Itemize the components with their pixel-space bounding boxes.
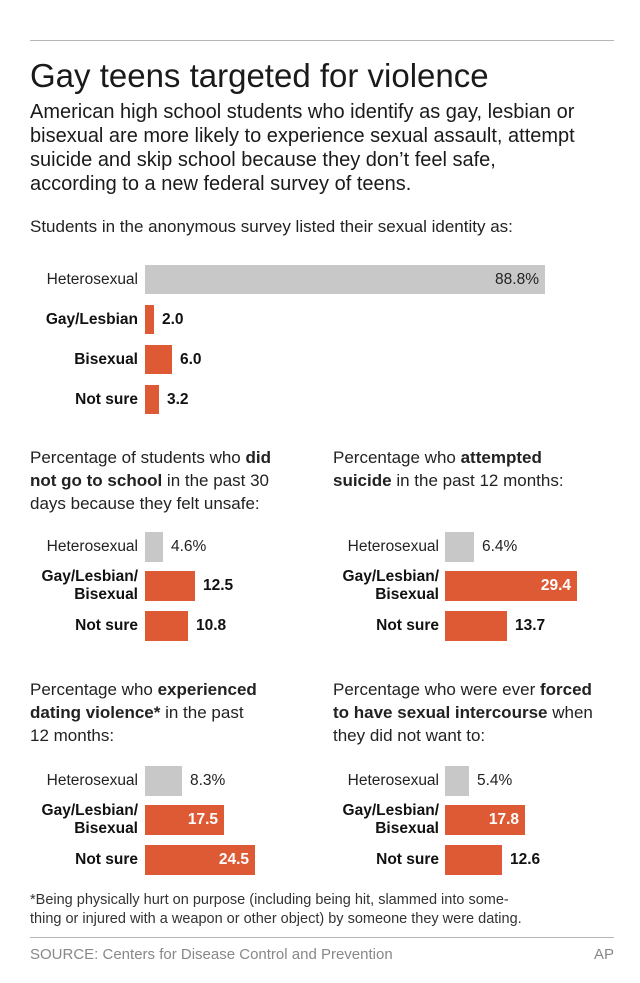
value-label: 6.0 <box>180 351 202 368</box>
data-bar <box>145 345 172 374</box>
category-label: Heterosexual <box>347 772 439 789</box>
data-bar <box>145 845 255 875</box>
data-bar <box>145 805 224 835</box>
plain-text: in the past <box>160 703 244 722</box>
plain-text: when <box>547 703 593 722</box>
dek: American high school students who identi… <box>30 100 630 196</box>
value-label: 5.4% <box>477 772 513 789</box>
footnote: *Being physically hurt on purpose (inclu… <box>30 891 630 929</box>
bottom-rule <box>30 937 614 938</box>
value-label: 10.8 <box>196 617 227 634</box>
value-label: 6.4% <box>482 538 518 555</box>
plain-text: they did not want to: <box>333 726 486 745</box>
dek-line: American high school students who identi… <box>30 101 575 123</box>
emphasis-text: to have sexual intercourse <box>333 703 548 722</box>
footnote-line: thing or injured with a weapon or other … <box>30 911 522 927</box>
data-bar <box>445 571 577 601</box>
plain-text: Percentage of students who <box>30 448 246 467</box>
chart-question-line: Percentage who experienced <box>30 678 257 701</box>
category-label: Not sure <box>376 617 439 634</box>
emphasis-text: did <box>245 448 271 467</box>
chart-question-line: they did not want to: <box>333 724 593 747</box>
emphasis-text: suicide <box>333 471 392 490</box>
category-label: Not sure <box>75 391 138 408</box>
value-label: 8.3% <box>190 772 226 789</box>
data-bar <box>145 611 188 641</box>
identity-chart-title: Students in the anonymous survey listed … <box>30 217 513 236</box>
emphasis-text: not go to school <box>30 471 163 490</box>
plain-text: Percentage who were ever <box>333 680 540 699</box>
chart-question: Percentage who experienced dating violenc… <box>30 678 257 747</box>
category-label: Gay/Lesbian/Bisexual <box>41 568 138 603</box>
value-label: 17.5 <box>187 811 218 828</box>
data-bar <box>145 265 545 294</box>
dek-line: bisexual are more likely to experience s… <box>30 125 575 147</box>
plain-text: Percentage who <box>30 680 158 699</box>
value-label: 17.8 <box>488 811 519 828</box>
category-label: Not sure <box>75 617 138 634</box>
category-label: Heterosexual <box>347 538 439 555</box>
data-bar <box>145 571 195 601</box>
footnote-line: *Being physically hurt on purpose (inclu… <box>30 892 509 908</box>
value-label: 12.5 <box>203 577 234 594</box>
page-title: Gay teens targeted for violence <box>30 57 489 94</box>
value-label: 12.6 <box>510 851 541 868</box>
chart-question-line: suicide in the past 12 months: <box>333 469 564 492</box>
data-bar <box>445 805 525 835</box>
value-label: 88.8% <box>495 271 539 288</box>
chart-question-line: Percentage of students who did <box>30 446 271 469</box>
dek-line: according to a new federal survey of tee… <box>30 173 412 195</box>
category-label: Bisexual <box>74 351 138 368</box>
category-label: Not sure <box>75 851 138 868</box>
chart-question: Percentage who were ever forced to have s… <box>333 678 593 747</box>
value-label: 3.2 <box>167 391 189 408</box>
data-bar <box>445 611 507 641</box>
data-bar <box>145 385 159 414</box>
emphasis-text: experienced <box>157 680 257 699</box>
chart-question-line: not go to school in the past 30 <box>30 469 271 492</box>
category-label: Not sure <box>376 851 439 868</box>
dek-line: suicide and skip school because they don… <box>30 149 496 171</box>
data-bar <box>445 532 474 562</box>
data-bar <box>145 532 163 562</box>
emphasis-text: attempted <box>460 448 542 467</box>
category-label: Gay/Lesbian <box>45 311 138 328</box>
category-label: Heterosexual <box>46 772 138 789</box>
source-credit: SOURCE: Centers for Disease Control and … <box>30 946 393 963</box>
value-label: 29.4 <box>540 577 571 594</box>
emphasis-text: dating violence* <box>30 703 161 722</box>
plain-text: 12 months: <box>30 726 115 745</box>
data-bar <box>145 305 154 334</box>
plain-text: in the past 12 months: <box>391 471 564 490</box>
agency-credit: AP <box>593 946 614 963</box>
data-bar <box>145 766 182 796</box>
data-bar <box>445 845 502 875</box>
chart-question: Percentage who attempted suicide in the p… <box>333 446 564 492</box>
category-label: Heterosexual <box>46 538 138 555</box>
chart-question-line: Percentage who were ever forced <box>333 678 593 701</box>
top-rule <box>30 40 614 41</box>
value-label: 13.7 <box>515 617 546 634</box>
emphasis-text: forced <box>539 680 592 699</box>
value-label: 4.6% <box>171 538 207 555</box>
category-label: Gay/Lesbian/Bisexual <box>342 568 439 603</box>
category-label: Gay/Lesbian/Bisexual <box>41 802 138 837</box>
chart-question-line: to have sexual intercourse when <box>333 701 593 724</box>
value-label: 24.5 <box>218 851 249 868</box>
data-bar <box>445 766 469 796</box>
chart-question-line: Percentage who attempted <box>333 446 564 469</box>
plain-text: days because they felt unsafe: <box>30 494 260 513</box>
chart-question-line: 12 months: <box>30 724 257 747</box>
value-label: 2.0 <box>162 311 184 328</box>
plain-text: in the past 30 <box>162 471 270 490</box>
category-label: Heterosexual <box>46 271 138 288</box>
plain-text: Percentage who <box>333 448 461 467</box>
chart-question-line: dating violence* in the past <box>30 701 257 724</box>
chart-question-line: days because they felt unsafe: <box>30 492 271 515</box>
chart-question: Percentage of students who did not go to … <box>30 446 271 515</box>
category-label: Gay/Lesbian/Bisexual <box>342 802 439 837</box>
